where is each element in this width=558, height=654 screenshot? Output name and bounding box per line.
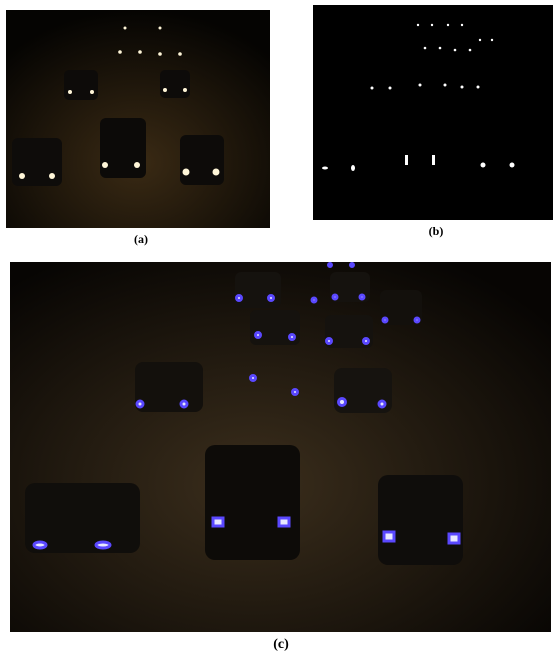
figure: (a) (b) [0, 0, 558, 654]
panel-a-image [6, 10, 270, 228]
panel-b-caption: (b) [429, 224, 444, 238]
page: (a) (b) [0, 0, 558, 654]
panel-b-image [313, 5, 553, 220]
panel-c-image [10, 262, 551, 632]
panel-a-caption: (a) [134, 232, 148, 246]
panel-c-caption: (c) [273, 637, 289, 652]
